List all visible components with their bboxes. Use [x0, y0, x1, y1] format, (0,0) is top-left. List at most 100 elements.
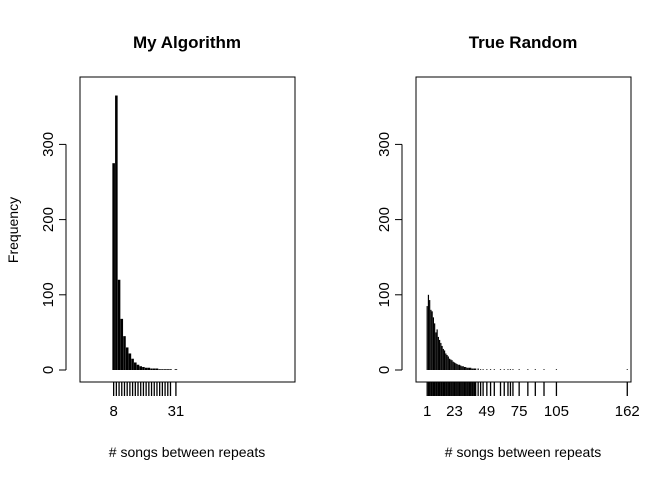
histogram-bar [468, 367, 471, 370]
y-tick-label: 200 [40, 207, 57, 232]
histogram-bar [174, 369, 178, 370]
histogram-bar [163, 369, 167, 370]
y-tick-label: 300 [40, 132, 57, 157]
x-axis-label: # songs between repeats [445, 444, 601, 460]
histogram-bar [507, 369, 509, 370]
chart-title: True Random [469, 33, 578, 52]
histogram-bar [117, 279, 121, 370]
histogram-bar [480, 369, 482, 370]
histogram-bar [139, 366, 142, 370]
histogram-bar [457, 364, 459, 370]
histogram-bar [427, 294, 430, 370]
histogram-bar [460, 365, 462, 370]
x-tick-label: 31 [168, 403, 185, 420]
histogram-bar [144, 367, 148, 370]
x-tick-label: 1 [423, 403, 431, 420]
histogram-bar [489, 369, 492, 370]
histogram-bar [123, 336, 126, 370]
histogram-bar [115, 95, 118, 371]
histogram-bar [441, 345, 443, 370]
histogram-bar [120, 318, 124, 370]
histogram-bar [440, 342, 442, 370]
y-tick-label: 100 [376, 282, 393, 307]
histogram-bar [112, 163, 115, 370]
plot-frame [79, 76, 296, 383]
histogram-bar [518, 369, 520, 370]
histogram-bar [463, 366, 466, 370]
bar-group [426, 294, 628, 370]
histogram-bar [158, 369, 161, 370]
histogram-bar [486, 369, 488, 370]
histogram-bar [431, 311, 433, 370]
y-tick-label: 100 [40, 282, 57, 307]
panel-true-random: True Random 0 100 200 300 1 23 49 75 105 162 # s… [376, 33, 640, 460]
histogram-bar [470, 367, 472, 370]
histogram-bar [439, 339, 441, 370]
histogram-bar [131, 358, 134, 370]
histogram-bar [626, 369, 628, 370]
histogram-bar [448, 358, 451, 370]
histogram-bar [499, 369, 502, 370]
x-tick-label: 49 [478, 403, 495, 420]
histogram-bar [462, 366, 464, 370]
histogram-bar [452, 361, 454, 370]
x-axis: 8 31 [109, 403, 184, 420]
histogram-bar [543, 369, 545, 370]
x-axis: 1 23 49 75 105 162 [423, 403, 640, 420]
y-axis: 0 100 200 300 [40, 132, 67, 374]
histogram-bar [434, 323, 436, 370]
histogram-bar [443, 350, 446, 370]
histogram-bar [125, 347, 129, 370]
histogram-bar [147, 367, 151, 370]
histogram-bar [136, 364, 140, 370]
histogram-bar [426, 306, 428, 370]
histogram-bar [473, 368, 476, 370]
histogram-bar [512, 369, 514, 370]
x-tick-label: 105 [544, 403, 569, 420]
x-axis-label: # songs between repeats [109, 444, 265, 460]
histogram-bar [446, 354, 448, 370]
histogram-bar [471, 368, 473, 370]
x-tick-label: 8 [109, 403, 117, 420]
shared-y-axis-label: Frequency [5, 197, 21, 263]
histogram-bar [465, 366, 467, 370]
histogram-bar [442, 348, 444, 370]
histogram-bar [430, 309, 432, 370]
histogram-bar [509, 369, 512, 370]
histogram-bar [166, 369, 170, 370]
chart-title: My Algorithm [133, 33, 241, 52]
histogram-bar [437, 336, 439, 370]
x-tick-label: 23 [446, 403, 463, 420]
bar-group [112, 95, 178, 371]
histogram-bar [432, 317, 434, 370]
histogram-bar [429, 300, 431, 370]
histogram-bar [150, 368, 153, 370]
histogram-bar [472, 368, 474, 370]
histogram-bar [455, 363, 457, 370]
plot-frame [415, 76, 632, 383]
y-tick-label: 0 [376, 366, 393, 374]
histogram-bar [453, 362, 456, 370]
histogram-bar [477, 368, 479, 370]
y-axis: 0 100 200 300 [376, 132, 403, 374]
histogram-bar [161, 369, 164, 370]
histogram-bar [134, 362, 137, 370]
histogram-bar [128, 353, 132, 370]
histogram-bar [503, 369, 505, 370]
y-tick-label: 200 [376, 207, 393, 232]
histogram-bar [445, 353, 447, 370]
rug-group [426, 382, 628, 396]
rug-group [113, 382, 177, 396]
histogram-bar [493, 369, 495, 370]
histogram-bar [555, 369, 558, 370]
histogram-bar [482, 369, 484, 370]
histogram-bar [450, 359, 452, 370]
y-tick-label: 0 [40, 366, 57, 374]
histogram-bar [461, 366, 463, 370]
histogram-bar [436, 329, 438, 370]
histogram-bar [435, 332, 437, 370]
histogram-bar [466, 367, 468, 370]
histogram-bar [458, 364, 461, 370]
histogram-bar [475, 368, 477, 370]
